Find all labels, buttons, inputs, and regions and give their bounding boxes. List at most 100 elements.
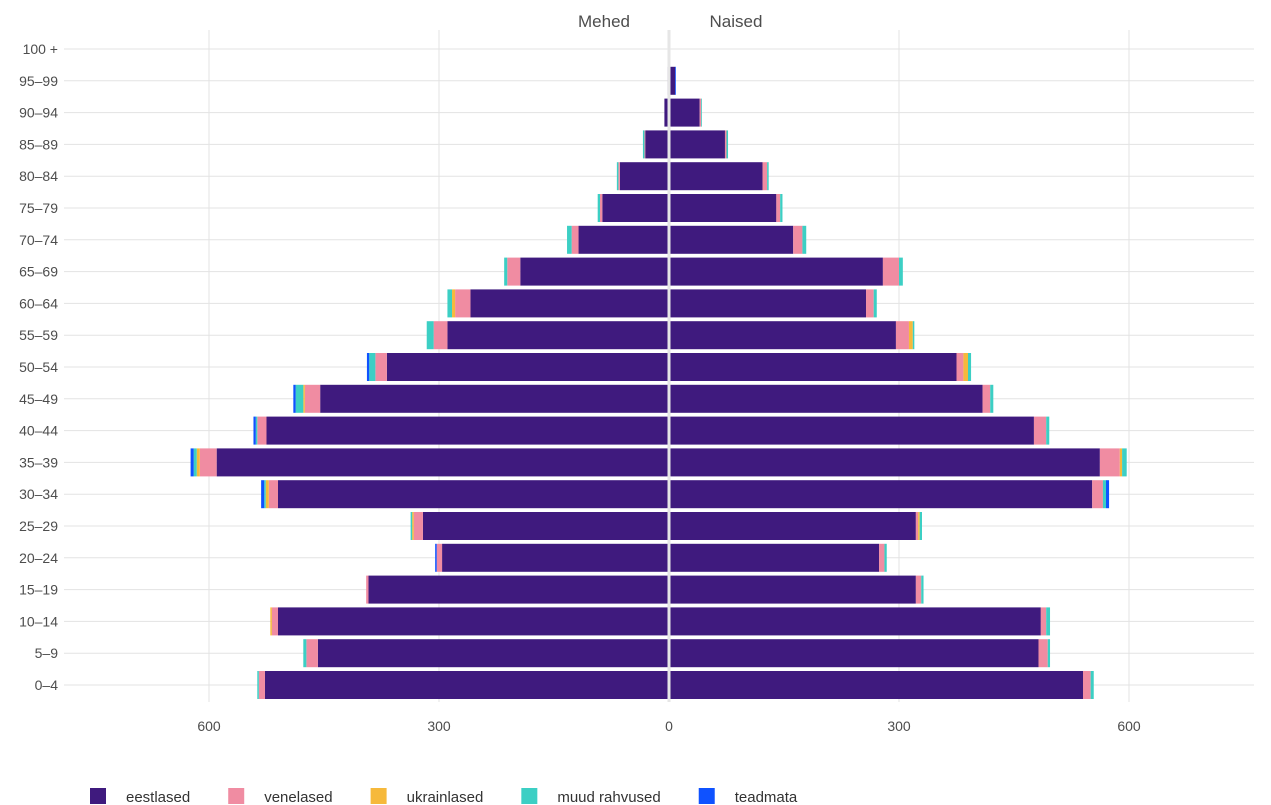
bar-male-ukrainlased-9	[303, 384, 305, 413]
y-tick-label: 85–89	[19, 136, 58, 152]
legend-swatch	[521, 788, 538, 804]
bar-female-ukrainlased-11	[908, 321, 913, 350]
y-tick-label: 80–84	[19, 168, 58, 184]
bar-male-venelased-1	[306, 639, 318, 668]
bar-female-venelased-4	[879, 543, 885, 572]
bar-male-eestlased-11	[447, 321, 669, 350]
bar-male-eestlased-6	[278, 480, 669, 509]
bar-female-venelased-0	[1083, 671, 1091, 699]
bar-female-muud-rahvused-8	[1046, 416, 1050, 445]
bar-male-venelased-4	[436, 543, 443, 572]
bar-female-eestlased-11	[669, 321, 896, 350]
bar-male-muud-rahvused-0	[257, 671, 259, 699]
bar-female-venelased-2	[1040, 607, 1047, 636]
bars	[190, 35, 1127, 699]
bar-male-eestlased-14	[578, 225, 669, 254]
bar-male-eestlased-15	[602, 194, 669, 222]
bar-male-venelased-6	[268, 480, 278, 509]
bar-female-eestlased-2	[669, 607, 1041, 636]
bar-female-venelased-13	[882, 257, 899, 286]
bar-female-eestlased-14	[669, 225, 794, 254]
legend-label: eestlased	[126, 789, 190, 805]
y-tick-label: 5–9	[35, 645, 59, 661]
bar-female-muud-rahvused-18	[701, 98, 702, 127]
y-tick-label: 50–54	[19, 359, 58, 375]
bar-male-venelased-5	[413, 512, 423, 540]
legend-swatch	[370, 788, 387, 804]
bar-male-eestlased-1	[317, 639, 669, 668]
bar-male-venelased-10	[375, 353, 387, 381]
bar-female-ukrainlased-10	[963, 353, 968, 381]
bar-female-muud-rahvused-14	[802, 225, 807, 254]
legend-swatch	[698, 788, 715, 804]
bar-female-venelased-12	[866, 289, 874, 318]
bar-male-eestlased-8	[266, 416, 669, 445]
bar-female-eestlased-15	[669, 194, 777, 222]
bar-male-muud-rahvused-15	[597, 194, 600, 222]
y-tick-label: 25–29	[19, 518, 58, 534]
bar-female-venelased-15	[776, 194, 781, 222]
bar-female-venelased-14	[793, 225, 803, 254]
bar-male-eestlased-5	[422, 512, 669, 540]
bar-female-eestlased-17	[669, 130, 725, 159]
legend-swatch	[90, 788, 106, 804]
bar-female-venelased-8	[1033, 416, 1047, 445]
bar-male-muud-rahvused-8	[255, 416, 258, 445]
bar-male-eestlased-10	[386, 353, 669, 381]
bar-female-muud-rahvused-7	[1122, 448, 1127, 477]
bar-female-muud-rahvused-10	[968, 353, 972, 381]
y-tick-label: 35–39	[19, 454, 58, 470]
bar-male-muud-rahvused-6	[264, 480, 266, 509]
bar-female-venelased-7	[1099, 448, 1120, 477]
bar-female-muud-rahvused-0	[1090, 671, 1094, 699]
bar-male-muud-rahvused-9	[295, 384, 304, 413]
bar-male-teadmata-7	[190, 448, 194, 477]
bar-male-eestlased-4	[442, 543, 669, 572]
side-label-women: Naised	[710, 12, 763, 31]
y-tick-label: 65–69	[19, 264, 58, 280]
bar-female-venelased-3	[915, 575, 922, 604]
bar-female-eestlased-13	[669, 257, 883, 286]
bar-female-muud-rahvused-2	[1046, 607, 1051, 636]
bar-female-teadmata-19	[675, 66, 676, 95]
bar-female-muud-rahvused-15	[780, 194, 783, 222]
side-label-men: Mehed	[578, 12, 630, 31]
bar-male-eestlased-7	[216, 448, 669, 477]
bar-female-eestlased-5	[669, 512, 916, 540]
bar-male-teadmata-10	[366, 353, 370, 381]
bar-female-venelased-9	[982, 384, 991, 413]
bar-male-venelased-3	[366, 575, 369, 604]
bar-male-eestlased-2	[278, 607, 669, 636]
bar-male-venelased-15	[600, 194, 603, 222]
x-tick-label: 300	[887, 718, 911, 734]
bar-male-eestlased-18	[664, 98, 669, 127]
bar-female-ukrainlased-5	[918, 512, 920, 540]
y-tick-label: 30–34	[19, 486, 58, 502]
bar-female-teadmata-6	[1106, 480, 1110, 509]
bar-male-muud-rahvused-16	[616, 162, 619, 191]
bar-female-muud-rahvused-11	[912, 321, 915, 350]
bar-female-venelased-18	[699, 98, 702, 127]
legend-label: teadmata	[735, 789, 798, 805]
bar-female-eestlased-9	[669, 384, 983, 413]
bar-male-eestlased-17	[645, 130, 669, 159]
bar-male-muud-rahvused-10	[369, 353, 376, 381]
bar-male-muud-rahvused-5	[410, 512, 413, 540]
y-tick-label: 70–74	[19, 232, 58, 248]
x-tick-label: 0	[665, 718, 673, 734]
bar-female-eestlased-18	[669, 98, 700, 127]
bar-male-ukrainlased-2	[270, 607, 272, 636]
bar-male-teadmata-8	[253, 416, 256, 445]
bar-male-eestlased-12	[470, 289, 669, 318]
y-tick-label: 60–64	[19, 295, 58, 311]
bar-male-muud-rahvused-17	[642, 130, 645, 159]
bar-female-eestlased-7	[669, 448, 1100, 477]
bar-female-muud-rahvused-9	[990, 384, 994, 413]
y-tick-label: 95–99	[19, 73, 58, 89]
bar-female-eestlased-19	[669, 66, 676, 95]
bar-female-venelased-17	[724, 130, 727, 159]
bar-male-teadmata-6	[261, 480, 265, 509]
y-tick-label: 55–59	[19, 327, 58, 343]
bar-female-muud-rahvused-1	[1047, 639, 1051, 668]
bar-female-muud-rahvused-6	[1102, 480, 1106, 509]
